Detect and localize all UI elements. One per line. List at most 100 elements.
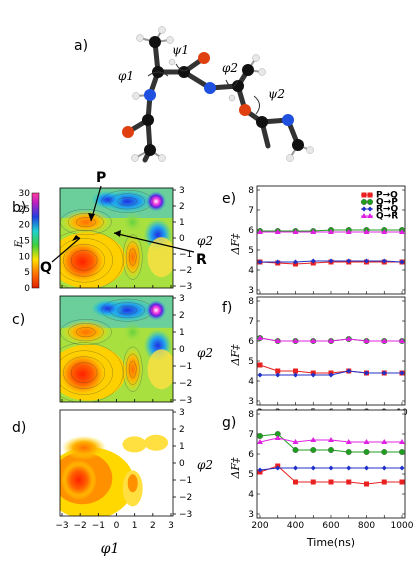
data-point	[310, 258, 316, 264]
map-d-ytick-label: 2	[179, 425, 185, 435]
map-b-ytick-label: 2	[179, 202, 185, 212]
legend-marker	[361, 206, 367, 212]
map-c-ytick-label: 2	[179, 311, 185, 321]
data-point	[257, 372, 263, 378]
map-c-ytick-label: 1	[179, 328, 185, 338]
legend-marker	[361, 192, 367, 198]
data-point	[275, 259, 281, 265]
data-point	[364, 258, 369, 264]
plot-g-xtick-label: 600	[322, 521, 339, 531]
legend-marker	[367, 198, 374, 205]
data-point	[293, 368, 298, 374]
plot-e-ytick-label: 8	[248, 186, 254, 196]
map-d-ylabel: φ2	[197, 458, 213, 472]
data-point	[346, 465, 352, 471]
map-d-ytick-label: 3	[179, 408, 185, 418]
legend-marker	[361, 213, 367, 218]
data-point	[310, 447, 317, 454]
state-label-r: R	[196, 252, 207, 268]
map-xtick-label: −1	[92, 521, 105, 531]
data-point	[399, 439, 405, 444]
legend: P→QQ→PR→QQ→R	[361, 191, 398, 222]
data-point	[257, 439, 263, 444]
data-point	[363, 439, 370, 444]
plot-f-ytick-label: 8	[248, 297, 254, 307]
map-b-ytick-label: 0	[179, 234, 185, 244]
data-point	[274, 435, 281, 440]
map-c-ytick-label: 0	[179, 345, 185, 355]
data-point	[399, 370, 405, 376]
map-b-ytick-label: 3	[179, 186, 185, 196]
colorbar-tick-label: 30	[19, 189, 31, 199]
data-point	[381, 449, 388, 456]
data-point	[293, 372, 298, 378]
data-point	[364, 370, 369, 376]
map-c-ytick-label: −2	[179, 379, 192, 389]
colorbar-tick-label: 10	[19, 252, 31, 262]
torsion-phi2-label: φ2	[222, 61, 238, 75]
plot-f-ytick-label: 6	[248, 337, 254, 347]
data-point	[274, 338, 281, 343]
data-point	[257, 259, 263, 265]
map-c-ytick-label: −1	[179, 362, 192, 372]
data-point	[310, 338, 317, 343]
data-point	[346, 368, 352, 374]
plot-f-ytick-label: 3	[248, 397, 254, 407]
data-point	[363, 449, 370, 456]
plot-g-xtick-label: 400	[287, 521, 304, 531]
map-xtick-label: 3	[168, 521, 174, 531]
data-point	[328, 447, 335, 454]
map-xtick-label: −3	[55, 521, 68, 531]
data-point	[364, 465, 369, 471]
plot-e-ytick-label: 6	[248, 226, 254, 236]
data-point	[345, 439, 352, 444]
panel-label-c: c)	[12, 312, 25, 328]
data-point	[381, 229, 388, 234]
data-point	[399, 465, 405, 471]
plot-g-ytick-label: 6	[248, 450, 254, 460]
plot-f-ytick-label: 7	[248, 317, 254, 327]
data-point	[381, 465, 387, 471]
data-point	[328, 479, 334, 485]
map-c-ytick-label: −3	[179, 396, 192, 406]
data-point	[364, 481, 369, 487]
plot-f-ytick-label: 5	[248, 357, 254, 367]
torsion-phi1-label: φ1	[118, 69, 134, 83]
colorbar-tick-label: 25	[19, 205, 30, 215]
plot-g-ytick-label: 7	[248, 430, 254, 440]
data-point	[399, 229, 405, 234]
map-xtick-label: 0	[114, 521, 120, 531]
legend-label: Q→R	[376, 212, 398, 222]
torsion-psi1-label: ψ1	[172, 43, 189, 57]
plot-g-xtick-label: 800	[358, 521, 375, 531]
state-label-q: Q	[40, 260, 52, 276]
data-point	[345, 229, 352, 234]
data-point	[345, 449, 352, 456]
map-d-ytick-label: 1	[179, 442, 185, 452]
data-point	[346, 258, 352, 264]
data-point	[310, 229, 317, 234]
map-c-ytick-label: 3	[179, 294, 185, 304]
map-d-ytick-label: 0	[179, 459, 185, 469]
legend-marker	[367, 213, 373, 218]
data-point	[399, 449, 406, 456]
data-point	[275, 465, 281, 471]
map-b-ytick-label: 1	[179, 218, 185, 228]
plot-g-ytick-label: 5	[248, 470, 254, 480]
data-point	[381, 338, 388, 343]
plot-g-ytick-label: 8	[248, 410, 254, 420]
plot-e-ytick-label: 3	[248, 286, 254, 296]
data-point	[257, 467, 263, 473]
plot-e-ytick-label: 7	[248, 206, 254, 216]
data-point	[257, 335, 263, 340]
data-point	[292, 447, 299, 454]
data-point	[328, 465, 334, 471]
legend-marker	[361, 198, 368, 205]
map-d-ytick-label: −1	[179, 476, 192, 486]
data-point	[363, 229, 370, 234]
plot-g-xtick-label: 200	[251, 521, 268, 531]
plot-f-ytick-label: 4	[248, 377, 254, 387]
data-point	[310, 437, 317, 442]
plot-g-ytick-label: 3	[248, 510, 254, 520]
legend-marker	[367, 206, 373, 212]
